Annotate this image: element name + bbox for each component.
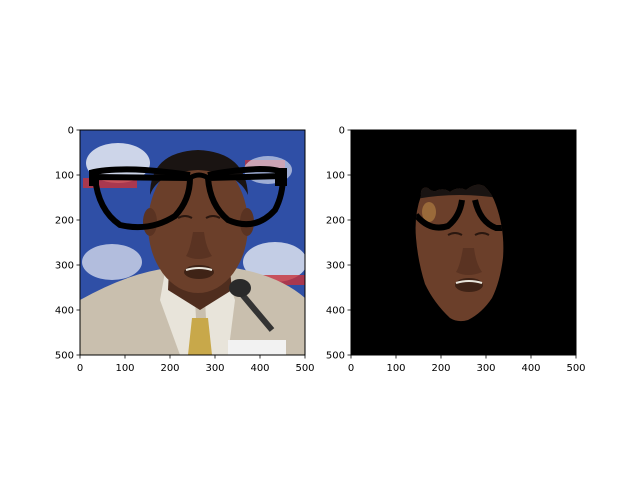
- left-y-tick-label: 400: [55, 306, 74, 317]
- left-y-tick-label: 100: [55, 171, 74, 182]
- right-x-tick-label: 0: [348, 363, 354, 374]
- left-x-tick-label: 0: [77, 363, 83, 374]
- right-y-tick-label: 400: [326, 306, 345, 317]
- left-y-tick-label: 300: [55, 261, 74, 272]
- right-y-tick-label: 300: [326, 261, 345, 272]
- left-y-tick-label: 500: [55, 351, 74, 362]
- right-x-tick-label: 200: [431, 363, 450, 374]
- left-y-tick-label: 200: [55, 216, 74, 227]
- left-image-panel: [79, 129, 306, 356]
- left-y-tick-label: 0: [68, 126, 74, 137]
- right-y-tick-label: 500: [326, 351, 345, 362]
- left-x-tick-label: 200: [160, 363, 179, 374]
- right-x-tick-label: 100: [386, 363, 405, 374]
- glasses-overlay: [89, 165, 288, 231]
- left-x-tick-label: 400: [250, 363, 269, 374]
- right-x-tick-label: 400: [521, 363, 540, 374]
- left-axes-frame: [79, 129, 306, 356]
- right-x-tick-label: 300: [476, 363, 495, 374]
- right-y-tick-label: 200: [326, 216, 345, 227]
- right-axes-frame: [350, 129, 577, 356]
- left-x-tick-label: 100: [115, 363, 134, 374]
- left-x-tick-label: 300: [205, 363, 224, 374]
- left-x-tick-label: 500: [295, 363, 314, 374]
- right-x-tick-label: 500: [566, 363, 585, 374]
- right-image-panel: [350, 129, 577, 356]
- right-y-tick-label: 100: [326, 171, 345, 182]
- right-y-tick-label: 0: [339, 126, 345, 137]
